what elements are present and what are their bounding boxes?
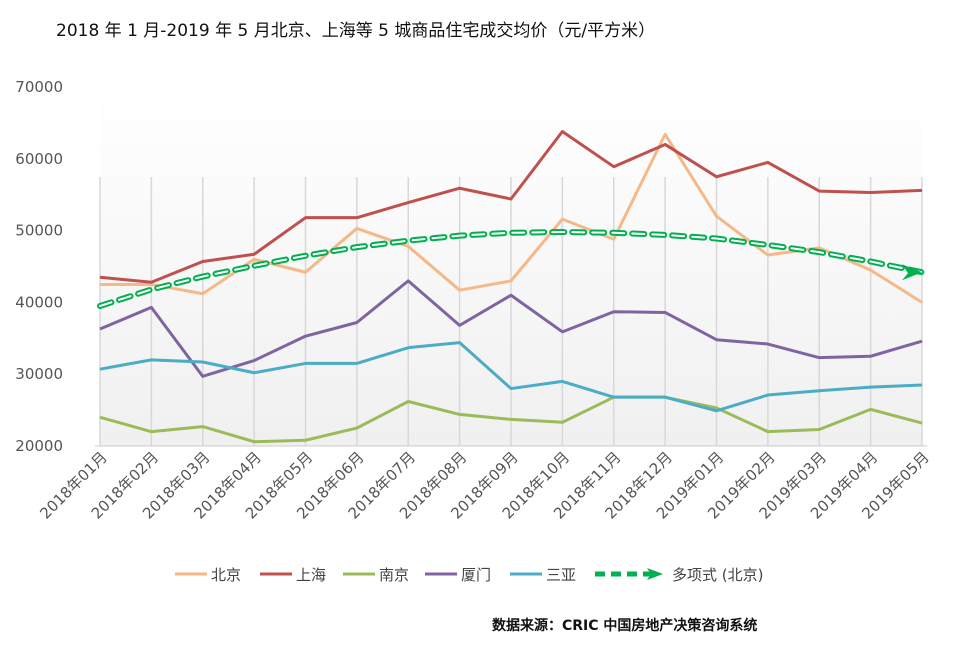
legend-label: 南京	[379, 566, 409, 584]
legend-item[interactable]: 北京	[175, 566, 241, 584]
legend-label: 北京	[211, 566, 241, 584]
series-上海	[99, 130, 923, 284]
y-tick-label: 50000	[15, 222, 63, 240]
legend-label: 三亚	[546, 566, 576, 584]
series-厦门	[99, 279, 923, 378]
y-tick-label: 30000	[15, 365, 63, 383]
data-source: 数据来源：CRIC 中国房地产决策咨询系统	[492, 618, 758, 634]
legend-label: 上海	[296, 566, 326, 584]
series-多项式 (北京)	[97, 229, 925, 309]
y-tick-label: 60000	[15, 150, 63, 168]
y-tick-label: 70000	[15, 78, 63, 96]
arrowhead	[902, 264, 922, 281]
arrowhead	[647, 568, 663, 580]
legend-label: 厦门	[461, 566, 491, 584]
legend-item[interactable]: 厦门	[425, 566, 491, 584]
legend-label: 多项式 (北京)	[672, 566, 763, 584]
series-南京	[99, 395, 923, 444]
legend-item[interactable]: 三亚	[510, 566, 576, 584]
legend-item[interactable]: 多项式 (北京)	[595, 566, 763, 584]
legend-item[interactable]: 上海	[260, 566, 326, 584]
trendline-inner	[99, 231, 923, 307]
series-三亚	[99, 341, 923, 413]
y-tick-label: 20000	[15, 437, 63, 455]
y-tick-label: 40000	[15, 293, 63, 311]
legend-item[interactable]: 南京	[343, 566, 409, 584]
chart-title: 2018 年 1 月-2019 年 5 月北京、上海等 5 城商品住宅成交均价（…	[56, 21, 656, 41]
